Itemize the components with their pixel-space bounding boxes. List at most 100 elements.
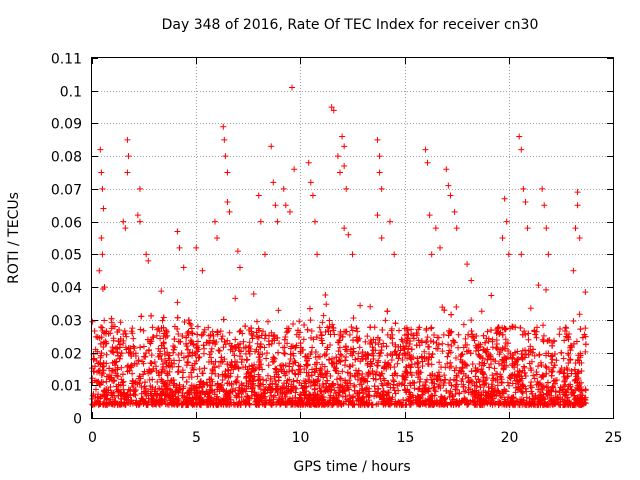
data-point (318, 367, 325, 374)
data-point (352, 373, 359, 380)
data-point (194, 323, 201, 330)
data-point (476, 391, 483, 398)
data-point (100, 205, 107, 212)
data-point (171, 336, 178, 343)
data-point (404, 334, 411, 341)
data-point (183, 378, 190, 385)
data-point (382, 317, 389, 324)
data-point (367, 358, 374, 365)
data-point (225, 367, 232, 374)
data-point (280, 185, 287, 192)
data-point (188, 385, 195, 392)
data-point (305, 378, 312, 385)
data-point (348, 324, 355, 331)
data-point (395, 344, 402, 351)
data-point (330, 107, 337, 114)
data-point (418, 338, 425, 345)
data-point (286, 376, 293, 383)
data-point (178, 350, 185, 357)
data-point (439, 400, 446, 407)
data-point (166, 352, 173, 359)
data-point (564, 373, 571, 380)
data-point (343, 354, 350, 361)
data-point (236, 328, 243, 335)
data-point (193, 358, 200, 365)
data-point (502, 345, 509, 352)
data-point (263, 350, 270, 357)
data-point (445, 182, 452, 189)
data-point (89, 395, 96, 402)
data-point (107, 384, 114, 391)
data-point (286, 208, 293, 215)
data-point (136, 218, 143, 225)
data-point (372, 339, 379, 346)
data-point (448, 342, 455, 349)
data-point (180, 354, 187, 361)
data-point (289, 367, 296, 374)
data-point (478, 366, 485, 373)
data-point (128, 353, 135, 360)
data-point (557, 384, 564, 391)
data-point (465, 374, 472, 381)
data-point (255, 398, 262, 405)
data-point (98, 235, 105, 241)
data-point (158, 356, 165, 363)
data-point (414, 355, 421, 362)
data-point (282, 202, 289, 209)
data-point (367, 303, 374, 310)
data-point (218, 354, 225, 361)
data-point (316, 400, 323, 407)
data-point (105, 373, 112, 380)
data-point (349, 327, 356, 334)
data-point (319, 319, 326, 326)
data-point (380, 340, 387, 347)
data-point (118, 350, 125, 357)
data-point (459, 365, 466, 372)
data-point (329, 360, 336, 367)
data-point (420, 399, 427, 406)
data-point (214, 386, 221, 393)
data-point (174, 326, 181, 333)
data-point (337, 384, 344, 391)
data-point (271, 355, 278, 362)
data-point (458, 368, 465, 375)
data-point (220, 316, 227, 323)
data-point (398, 336, 405, 343)
data-point (384, 308, 391, 315)
data-point (320, 397, 327, 404)
data-point (530, 346, 537, 353)
data-point (248, 330, 255, 337)
data-point (259, 366, 266, 373)
data-point (422, 146, 429, 153)
data-point (482, 339, 489, 346)
data-point (255, 377, 262, 384)
data-point (180, 264, 187, 271)
data-point (525, 336, 532, 343)
data-point (124, 136, 131, 143)
data-point (98, 393, 105, 400)
data-point (502, 336, 509, 343)
data-point (434, 376, 441, 383)
data-point (103, 351, 110, 358)
data-point (242, 344, 249, 351)
data-point (446, 393, 453, 400)
data-point (304, 357, 310, 364)
data-point (303, 361, 310, 368)
data-point (130, 335, 137, 342)
data-point (570, 318, 577, 325)
data-point (349, 352, 356, 359)
data-point (370, 347, 377, 354)
data-point (417, 395, 424, 402)
data-point (469, 378, 476, 385)
data-point (578, 401, 585, 408)
data-point (185, 353, 192, 360)
data-point (505, 347, 512, 354)
data-point (193, 400, 200, 407)
data-point (279, 344, 286, 351)
data-point (543, 390, 550, 397)
data-point (288, 400, 295, 407)
data-point (220, 123, 227, 130)
data-point (233, 394, 240, 401)
data-point (492, 358, 499, 365)
data-point (221, 397, 228, 404)
